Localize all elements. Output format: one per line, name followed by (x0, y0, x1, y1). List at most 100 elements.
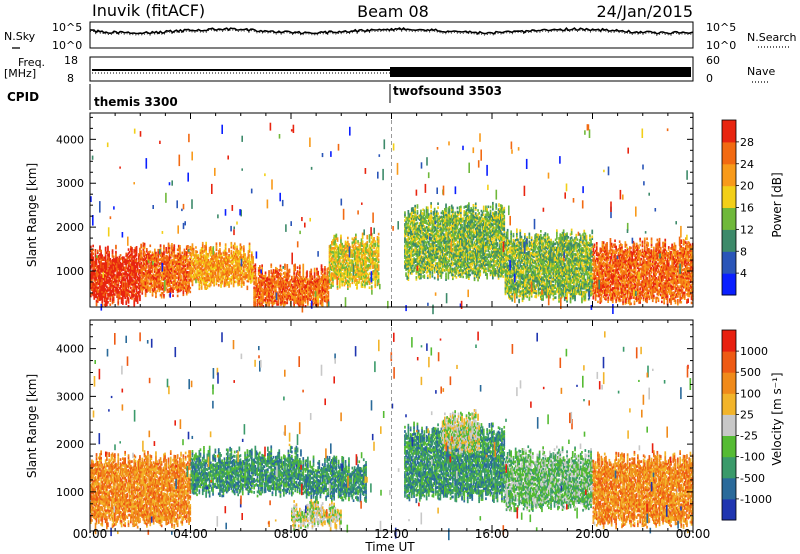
power-cell (107, 257, 109, 261)
power-cell (152, 279, 155, 283)
power-cell (182, 268, 185, 271)
power-cell (116, 293, 118, 297)
power-cell (127, 279, 130, 283)
power-cell (142, 266, 145, 269)
power-cell (128, 258, 131, 262)
power-cell (104, 274, 107, 277)
power-cell (100, 293, 102, 297)
power-cell (165, 249, 168, 252)
power-cell (126, 283, 129, 286)
power-cell (100, 297, 102, 301)
power-cell (131, 291, 133, 294)
power-cell (148, 254, 150, 258)
power-cell (94, 278, 97, 281)
power-cell (104, 264, 107, 268)
power-cell (134, 269, 137, 272)
power-cell (146, 280, 148, 283)
power-cell (117, 265, 120, 269)
power-cell (104, 280, 107, 283)
power-cell (175, 288, 178, 291)
power-cell (96, 273, 99, 276)
power-cell (123, 272, 125, 276)
power-cell (110, 274, 113, 277)
power-cell (130, 253, 132, 257)
power-cell (291, 283, 293, 287)
power-cell (109, 263, 112, 267)
power-cell (132, 275, 134, 278)
power-cell (134, 255, 137, 258)
power-cell (133, 264, 136, 268)
power-cell (103, 258, 106, 262)
power-cell (165, 254, 168, 258)
power-cell (155, 277, 157, 281)
power-cell (107, 259, 109, 263)
power-cell (110, 293, 113, 297)
power-cell (116, 272, 118, 275)
power-cell (120, 269, 123, 272)
power-cell (158, 270, 161, 273)
power-cell (188, 287, 190, 290)
power-cell (98, 298, 100, 301)
power-cell (142, 244, 145, 247)
power-cell (103, 268, 106, 271)
power-cell (157, 252, 160, 256)
power-cell (139, 296, 141, 300)
power-cell (112, 269, 115, 272)
power-cell (179, 264, 181, 267)
power-cell (131, 277, 133, 280)
power-cell (160, 291, 163, 295)
power-cell (139, 275, 141, 278)
power-cell (182, 282, 185, 285)
power-cell (168, 284, 171, 287)
power-cell (106, 279, 108, 283)
power-cell (149, 270, 152, 273)
power-cell (104, 272, 107, 275)
power-cell (96, 267, 99, 270)
power-cell (128, 294, 131, 297)
power-cell (163, 260, 165, 263)
power-cell (95, 278, 98, 281)
power-cell (288, 274, 291, 278)
power-cell (96, 296, 99, 299)
power-cell (90, 286, 92, 290)
power-cell (124, 296, 126, 300)
power-cell (187, 277, 189, 280)
power-cell (100, 265, 102, 269)
power-cell (96, 271, 99, 274)
power-cell (349, 282, 351, 286)
power-cell (132, 289, 134, 292)
power-cell (114, 293, 116, 296)
power-cell (171, 263, 173, 266)
power-cell (140, 283, 142, 287)
power-cell (215, 252, 218, 255)
power-cell (128, 268, 131, 272)
power-cell (126, 298, 129, 302)
power-cell (132, 287, 134, 290)
power-cell (95, 262, 98, 265)
power-cell (150, 256, 153, 259)
power-cell (321, 268, 324, 271)
power-cell (125, 300, 128, 303)
power-cell (96, 298, 99, 301)
power-cell (92, 262, 94, 265)
power-cell (156, 257, 158, 261)
power-cell (122, 292, 124, 295)
power-cell (179, 250, 181, 254)
power-cell (109, 291, 112, 295)
power-cell (101, 302, 104, 305)
power-cell (176, 252, 179, 256)
power-cell (122, 276, 124, 279)
power-cell (174, 260, 177, 264)
power-cell (107, 271, 109, 274)
power-cell (106, 259, 108, 263)
power-cell (128, 254, 131, 258)
power-cell (246, 285, 249, 289)
power-cell (361, 283, 364, 286)
power-cell (184, 283, 187, 287)
power-cell (106, 297, 108, 301)
power-cell (108, 288, 110, 292)
power-cell (90, 253, 92, 256)
power-cell (302, 263, 305, 267)
power-cell (405, 272, 407, 275)
power-cell (110, 279, 113, 283)
